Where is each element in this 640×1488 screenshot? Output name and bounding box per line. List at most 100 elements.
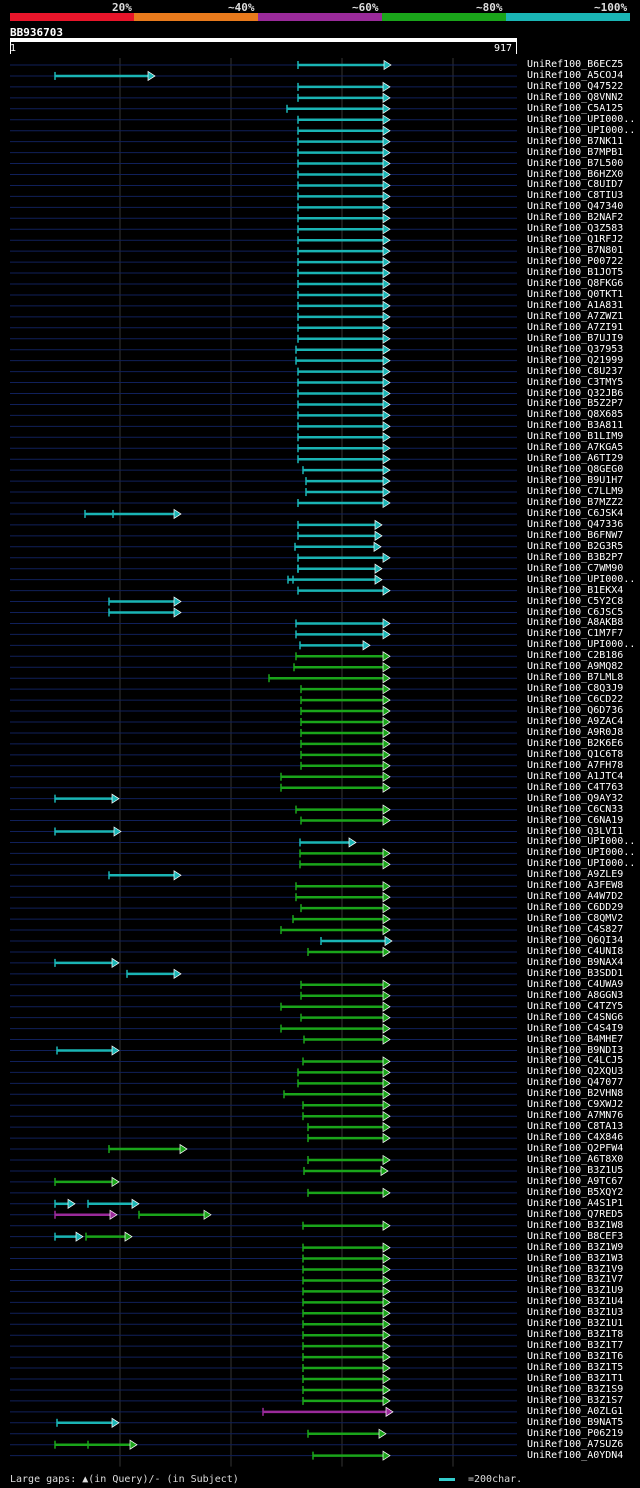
hit-label-link[interactable]: UniRef100_B2VHN8 — [527, 1088, 624, 1100]
hit-label-link[interactable]: UniRef100_Q47522 — [527, 80, 624, 92]
hit-label-link[interactable]: UniRef100_B3Z1U5 — [527, 1164, 624, 1176]
hit-label-link[interactable]: UniRef100_C6JSK4 — [527, 507, 624, 519]
hit-label-link[interactable]: UniRef100_C8U237 — [527, 365, 624, 377]
hit-label-link[interactable]: UniRef100_A7FH78 — [527, 759, 624, 771]
hit-label-link[interactable]: UniRef100_C8TIU3 — [527, 190, 624, 202]
hit-label-link[interactable]: UniRef100_A7ZI91 — [527, 321, 624, 333]
hit-label-link[interactable]: UniRef100_B3Z1T7 — [527, 1340, 624, 1352]
hit-label-link[interactable]: UniRef100_B3Z1U4 — [527, 1296, 624, 1308]
hit-label-link[interactable]: UniRef100_Q21999 — [527, 354, 624, 366]
hit-label-link[interactable]: UniRef100_C6NA19 — [527, 814, 624, 826]
hit-label-link[interactable]: UniRef100_B3Z1V9 — [527, 1263, 624, 1275]
hit-label-link[interactable]: UniRef100_UPI000.. — [527, 113, 636, 125]
hit-label-link[interactable]: UniRef100_B7L500 — [527, 157, 624, 169]
hit-label-link[interactable]: UniRef100_B7UJI9 — [527, 332, 624, 344]
hit-label-link[interactable]: UniRef100_B3A811 — [527, 420, 624, 432]
hit-label-link[interactable]: UniRef100_B3Z1T8 — [527, 1329, 624, 1341]
hit-label-link[interactable]: UniRef100_Q2XQU3 — [527, 1066, 624, 1078]
hit-label-link[interactable]: UniRef100_A9R0J8 — [527, 726, 624, 738]
hit-label-link[interactable]: UniRef100_B3Z1S9 — [527, 1383, 624, 1395]
hit-label-link[interactable]: UniRef100_C4X846 — [527, 1132, 624, 1144]
hit-label-link[interactable]: UniRef100_B3Z1W8 — [527, 1219, 624, 1231]
hit-label-link[interactable]: UniRef100_B9NAT5 — [527, 1416, 624, 1428]
hit-label-link[interactable]: UniRef100_B3Z1T6 — [527, 1351, 624, 1363]
hit-label-link[interactable]: UniRef100_B1EKX4 — [527, 584, 624, 596]
hit-label-link[interactable]: UniRef100_B7MZZ2 — [527, 497, 624, 508]
hit-label-link[interactable]: UniRef100_A7ZWZ1 — [527, 310, 624, 322]
hit-label-link[interactable]: UniRef100_P06219 — [527, 1427, 624, 1439]
hit-label-link[interactable]: UniRef100_Q2PFW4 — [527, 1143, 624, 1155]
hit-label-link[interactable]: UniRef100_C8Q3J9 — [527, 683, 624, 695]
hit-label-link[interactable]: UniRef100_B1JOT5 — [527, 267, 624, 279]
hit-label-link[interactable]: UniRef100_B7N801 — [527, 245, 624, 257]
hit-label-link[interactable]: UniRef100_Q7RED5 — [527, 1208, 624, 1220]
hit-label-link[interactable]: UniRef100_UPI000.. — [527, 639, 636, 651]
hit-label-link[interactable]: UniRef100_Q8FKG6 — [527, 278, 624, 289]
hit-label-link[interactable]: UniRef100_B3Z1U3 — [527, 1307, 624, 1319]
hit-label-link[interactable]: UniRef100_C9XWJ2 — [527, 1099, 624, 1111]
hit-label-link[interactable]: UniRef100_Q47077 — [527, 1077, 624, 1089]
hit-label-link[interactable]: UniRef100_A0YDN4 — [527, 1449, 624, 1461]
hit-label-link[interactable]: UniRef100_Q3Z583 — [527, 223, 624, 235]
hit-label-link[interactable]: UniRef100_B9U1H7 — [527, 475, 624, 487]
hit-label-link[interactable]: UniRef100_A8GGN3 — [527, 989, 624, 1001]
hit-label-link[interactable]: UniRef100_B2G3R5 — [527, 540, 624, 552]
hit-label-link[interactable]: UniRef100_Q8X685 — [527, 409, 624, 421]
hit-label-link[interactable]: UniRef100_A9ZLE9 — [527, 869, 624, 881]
hit-label-link[interactable]: UniRef100_UPI000.. — [527, 573, 636, 585]
hit-label-link[interactable]: UniRef100_B3Z1T5 — [527, 1362, 624, 1374]
hit-label-link[interactable]: UniRef100_Q8VNN2 — [527, 91, 624, 103]
hit-label-link[interactable]: UniRef100_A9MQ82 — [527, 661, 624, 673]
hit-label-link[interactable]: UniRef100_B3B2P7 — [527, 551, 624, 563]
hit-label-link[interactable]: UniRef100_B6HZX0 — [527, 168, 624, 180]
hit-label-link[interactable]: UniRef100_Q1C6T8 — [527, 748, 624, 760]
hit-label-link[interactable]: UniRef100_A6TI29 — [527, 453, 624, 465]
hit-label-link[interactable]: UniRef100_B3Z1U9 — [527, 1285, 624, 1297]
hit-label-link[interactable]: UniRef100_B9NDI3 — [527, 1044, 624, 1056]
hit-label-link[interactable]: UniRef100_A4W7D2 — [527, 891, 624, 903]
hit-label-link[interactable]: UniRef100_A1A831 — [527, 299, 624, 311]
hit-label-link[interactable]: UniRef100_C2B186 — [527, 650, 624, 662]
hit-label-link[interactable]: UniRef100_Q47340 — [527, 201, 624, 213]
hit-label-link[interactable]: UniRef100_UPI000.. — [527, 836, 636, 848]
hit-label-link[interactable]: UniRef100_A9TC67 — [527, 1175, 624, 1187]
hit-label-link[interactable]: UniRef100_C6DD29 — [527, 902, 624, 914]
hit-label-link[interactable]: UniRef100_B3SDD1 — [527, 967, 624, 979]
hit-label-link[interactable]: UniRef100_B3Z1V7 — [527, 1274, 624, 1286]
hit-label-link[interactable]: UniRef100_B3Z1U1 — [527, 1318, 624, 1330]
hit-label-link[interactable]: UniRef100_C4UWA9 — [527, 978, 624, 990]
hit-label-link[interactable]: UniRef100_B6ECZ5 — [527, 59, 624, 70]
hit-label-link[interactable]: UniRef100_P00722 — [527, 256, 624, 268]
hit-label-link[interactable]: UniRef100_Q37953 — [527, 343, 624, 355]
hit-label-link[interactable]: UniRef100_A7MN76 — [527, 1110, 624, 1122]
hit-label-link[interactable]: UniRef100_Q9AY32 — [527, 792, 624, 804]
hit-label-link[interactable]: UniRef100_B3Z1S7 — [527, 1394, 624, 1406]
hit-label-link[interactable]: UniRef100_C4SNG6 — [527, 1011, 624, 1023]
hit-label-link[interactable]: UniRef100_C4LCJ5 — [527, 1055, 624, 1067]
hit-label-link[interactable]: UniRef100_B9NAX4 — [527, 956, 624, 968]
hit-label-link[interactable]: UniRef100_C7WM90 — [527, 562, 624, 574]
hit-label-link[interactable]: UniRef100_C5Y2C8 — [527, 595, 624, 607]
hit-label-link[interactable]: UniRef100_C4T763 — [527, 781, 624, 793]
hit-label-link[interactable]: UniRef100_B2K6E6 — [527, 737, 624, 749]
hit-label-link[interactable]: UniRef100_B5Z2P7 — [527, 398, 624, 410]
hit-label-link[interactable]: UniRef100_B8CEF3 — [527, 1230, 624, 1242]
hit-label-link[interactable]: UniRef100_B7NK11 — [527, 135, 624, 147]
hit-label-link[interactable]: UniRef100_B6FNW7 — [527, 529, 624, 541]
hit-label-link[interactable]: UniRef100_B5XQY2 — [527, 1186, 624, 1198]
hit-label-link[interactable]: UniRef100_C6CD22 — [527, 694, 624, 706]
hit-label-link[interactable]: UniRef100_C6CN33 — [527, 803, 624, 815]
hit-label-link[interactable]: UniRef100_C4S4I9 — [527, 1022, 624, 1034]
hit-label-link[interactable]: UniRef100_C8QMV2 — [527, 913, 624, 925]
hit-label-link[interactable]: UniRef100_C8TA13 — [527, 1121, 624, 1133]
hit-label-link[interactable]: UniRef100_C7LLM9 — [527, 486, 624, 498]
hit-label-link[interactable]: UniRef100_B1LIM9 — [527, 431, 624, 443]
hit-label-link[interactable]: UniRef100_Q6D736 — [527, 705, 624, 717]
hit-label-link[interactable]: UniRef100_UPI000.. — [527, 847, 636, 859]
hit-label-link[interactable]: UniRef100_C1M7F7 — [527, 628, 624, 640]
hit-label-link[interactable]: UniRef100_A3FEW8 — [527, 880, 624, 892]
hit-label-link[interactable]: UniRef100_A4S1P1 — [527, 1197, 624, 1209]
hit-label-link[interactable]: UniRef100_C4TZY5 — [527, 1000, 624, 1012]
hit-label-link[interactable]: UniRef100_C6JSC5 — [527, 606, 624, 618]
hit-label-link[interactable]: UniRef100_B3Z1W9 — [527, 1241, 624, 1253]
